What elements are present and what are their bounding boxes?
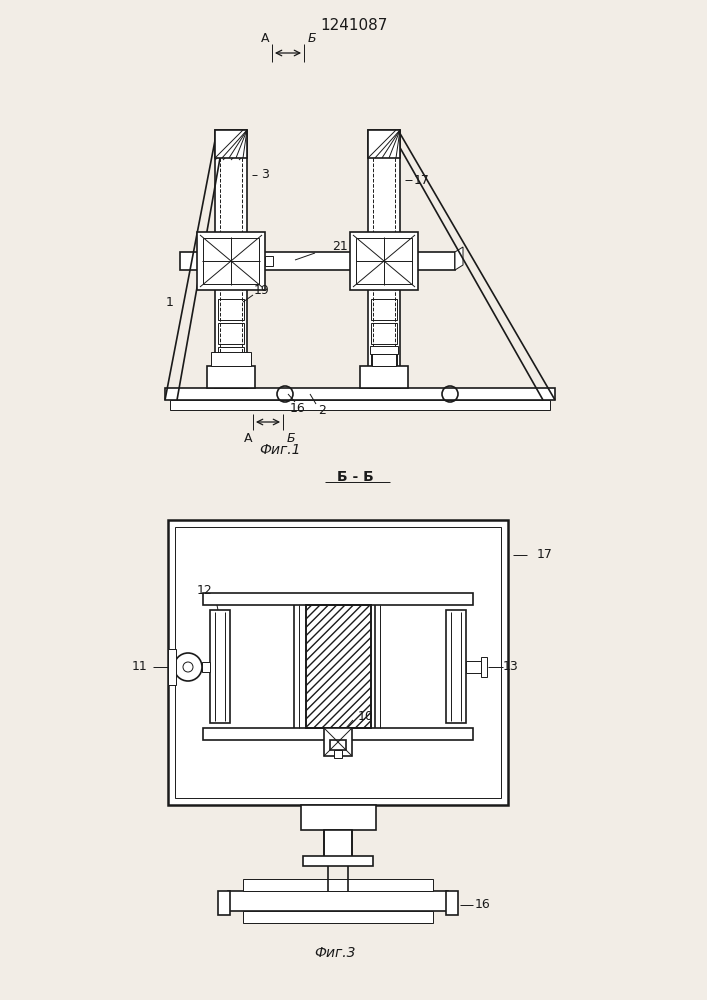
Text: 16: 16	[475, 898, 491, 912]
Bar	[360, 366, 408, 388]
Text: Фиг.3: Фиг.3	[314, 946, 356, 960]
Text: 17: 17	[537, 548, 553, 562]
Text: Б: Б	[286, 432, 296, 444]
Text: Б: Б	[308, 32, 316, 45]
Bar	[306, 605, 371, 728]
Bar	[446, 891, 458, 915]
Text: Б - Б: Б - Б	[337, 470, 373, 484]
Bar	[334, 750, 342, 758]
Bar	[265, 256, 273, 266]
Bar	[324, 830, 352, 858]
Bar	[243, 911, 433, 923]
Text: 11: 11	[132, 660, 148, 674]
Text: 17: 17	[414, 174, 430, 186]
Bar	[165, 388, 555, 400]
Bar	[215, 130, 247, 388]
Text: 1: 1	[166, 296, 174, 308]
Bar	[324, 728, 352, 756]
Text: А: А	[244, 432, 252, 444]
Bar	[466, 661, 481, 673]
Bar	[481, 657, 487, 677]
Bar	[175, 527, 501, 798]
Bar	[197, 232, 265, 290]
Polygon shape	[455, 247, 463, 270]
Bar	[218, 891, 230, 915]
Bar	[350, 232, 418, 290]
Text: 1241087: 1241087	[320, 18, 387, 33]
Text: 12: 12	[197, 584, 213, 596]
Bar	[218, 347, 244, 368]
Bar	[446, 610, 466, 723]
Bar	[371, 299, 397, 320]
Text: 10: 10	[358, 710, 374, 722]
Text: 16: 16	[290, 401, 306, 414]
Bar	[368, 130, 400, 388]
Bar	[306, 605, 371, 728]
Bar	[370, 346, 398, 354]
Bar	[180, 252, 455, 270]
Bar	[203, 728, 473, 740]
Bar	[168, 520, 508, 805]
Bar	[356, 238, 412, 284]
Bar	[301, 805, 376, 830]
Bar	[210, 610, 230, 723]
Text: Фиг.1: Фиг.1	[259, 443, 300, 457]
Text: А: А	[261, 32, 269, 45]
Bar	[243, 879, 433, 891]
Bar	[203, 238, 259, 284]
Bar	[330, 740, 346, 750]
Bar	[372, 354, 396, 366]
Bar	[211, 352, 251, 366]
Bar	[215, 130, 247, 158]
Bar	[168, 649, 176, 685]
Bar	[303, 856, 373, 866]
Text: 19: 19	[254, 284, 270, 296]
Bar	[202, 662, 210, 672]
Bar	[371, 323, 397, 344]
Text: 21: 21	[332, 240, 348, 253]
Text: 13: 13	[503, 660, 519, 674]
Bar	[203, 593, 473, 605]
Bar	[170, 400, 550, 410]
Bar	[368, 130, 400, 158]
Text: 3: 3	[261, 168, 269, 182]
Bar	[371, 347, 397, 368]
Bar	[207, 366, 255, 388]
Bar	[218, 323, 244, 344]
Text: 2: 2	[318, 403, 326, 416]
Bar	[228, 891, 448, 911]
Bar	[218, 299, 244, 320]
